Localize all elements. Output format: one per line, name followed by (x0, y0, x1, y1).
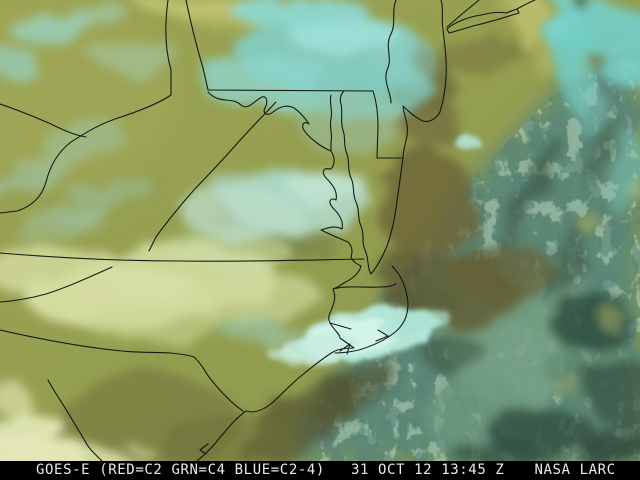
caption-source-and-channels: GOES-E (RED=C2 GRN=C4 BLUE=C2-4) (36, 461, 325, 480)
caption-source: GOES-E (36, 462, 91, 478)
caption-bar: GOES-E (RED=C2 GRN=C4 BLUE=C2-4) 31 OCT … (0, 461, 640, 480)
image-grain-overlay (0, 0, 640, 461)
caption-credit: NASA LARC (534, 462, 616, 478)
satellite-image (0, 0, 640, 461)
caption-channels: (RED=C2 GRN=C4 BLUE=C2-4) (99, 462, 325, 478)
caption-timestamp: 31 OCT 12 13:45 Z (350, 462, 505, 478)
